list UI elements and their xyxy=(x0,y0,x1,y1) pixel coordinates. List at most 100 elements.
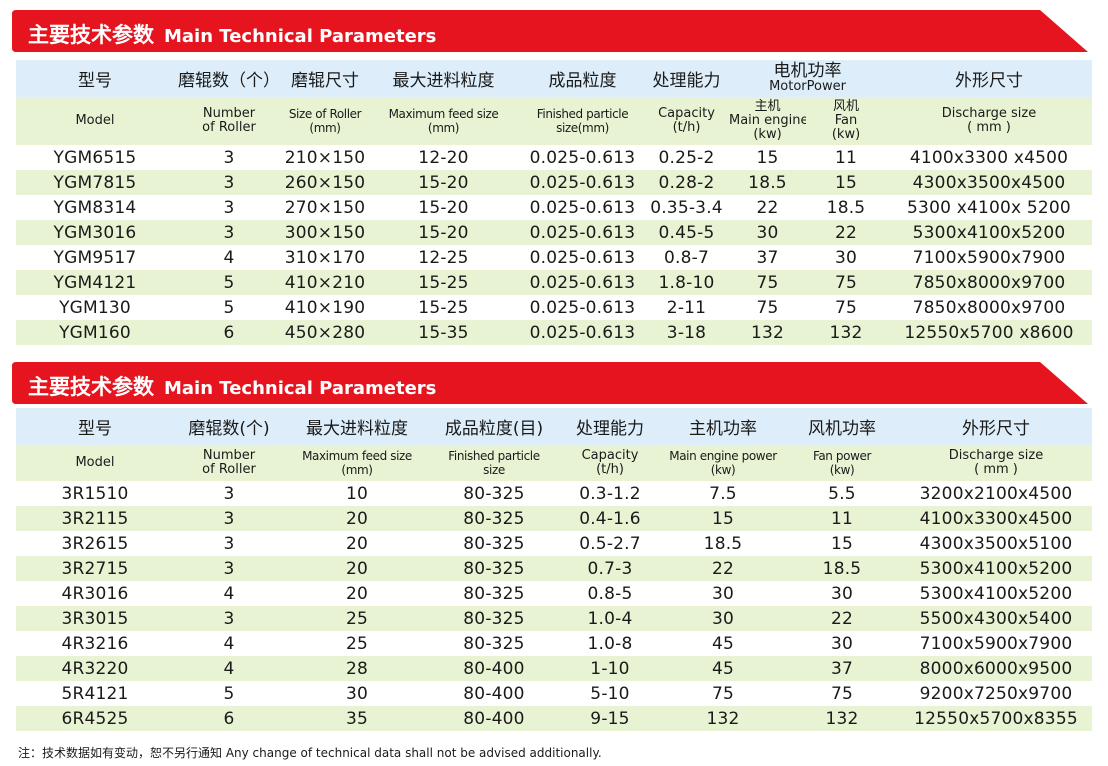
capacity-cell: 5-10 xyxy=(558,681,662,706)
header-discharge-zh: 外形尺寸 xyxy=(900,408,1092,445)
capacity-cell: 0.4-1.6 xyxy=(558,506,662,531)
finished-size-cell: 80-400 xyxy=(430,656,558,681)
capacity-cell: 1-10 xyxy=(558,656,662,681)
main-engine-cell: 22 xyxy=(729,195,806,220)
table1-section: 主要技术参数 Main Technical Parameters 型号 磨辊数（个… xyxy=(0,10,1108,345)
fan-cell: 15 xyxy=(806,170,886,195)
table-row: YGM6515 3 210×150 12-20 0.025-0.613 0.25-2 15 1… xyxy=(16,145,1092,170)
roller-size-cell: 410×190 xyxy=(284,295,366,320)
banner-shape-icon xyxy=(12,362,1088,404)
header-main-engine-en: 主机 Main engine (kw) xyxy=(729,97,806,145)
table-row: 3R2115 3 20 80-325 0.4-1.6 15 11 4100x3300x4500 xyxy=(16,506,1092,531)
rollers-cell: 5 xyxy=(174,295,284,320)
discharge-size-cell: 7850x8000x9700 xyxy=(886,270,1092,295)
fan-power-cell: 18.5 xyxy=(784,556,900,581)
rollers-cell: 6 xyxy=(174,706,284,731)
discharge-size-cell: 9200x7250x9700 xyxy=(900,681,1092,706)
finished-size-cell: 80-400 xyxy=(430,706,558,731)
table2-header-en-row: Model Number of Roller Maximum feed size(… xyxy=(16,445,1092,481)
finished-size-cell: 0.025-0.613 xyxy=(521,195,644,220)
capacity-cell: 1.0-4 xyxy=(558,606,662,631)
table-row: 4R3216 4 25 80-325 1.0-8 45 30 7100x5900x7900 xyxy=(16,631,1092,656)
roller-size-cell: 410×210 xyxy=(284,270,366,295)
roller-size-cell: 270×150 xyxy=(284,195,366,220)
header-capacity-zh: 处理能力 xyxy=(644,60,729,97)
table-row: YGM4121 5 410×210 15-25 0.025-0.613 1.8-10 75 7… xyxy=(16,270,1092,295)
main-power-cell: 30 xyxy=(662,581,784,606)
table-row: 4R3220 4 28 80-400 1-10 45 37 8000x6000x9500 xyxy=(16,656,1092,681)
finished-size-cell: 0.025-0.613 xyxy=(521,245,644,270)
table-row: YGM160 6 450×280 15-35 0.025-0.613 3-18 132 132… xyxy=(16,320,1092,345)
roller-size-cell: 260×150 xyxy=(284,170,366,195)
feed-size-cell: 10 xyxy=(284,481,430,506)
main-power-cell: 22 xyxy=(662,556,784,581)
table1-header-en-row: Model Number of Roller Size of Roller (mm)… xyxy=(16,97,1092,145)
rollers-cell: 3 xyxy=(174,145,284,170)
model-cell: 5R4121 xyxy=(16,681,174,706)
rollers-cell: 5 xyxy=(174,270,284,295)
motor-power-zh: 电机功率 xyxy=(773,61,842,81)
discharge-size-cell: 5300 x4100x 5200 xyxy=(886,195,1092,220)
discharge-size-cell: 7100x5900x7900 xyxy=(900,631,1092,656)
table2-title: 主要技术参数 Main Technical Parameters xyxy=(28,371,436,401)
header-main-power-en: Main engine power (kw) xyxy=(662,445,784,481)
model-cell: YGM3016 xyxy=(16,220,174,245)
table-row: 3R2715 3 20 80-325 0.7-3 22 18.5 5300x4100x5200 xyxy=(16,556,1092,581)
table-row: YGM9517 4 310×170 12-25 0.025-0.613 0.8-7 37 30… xyxy=(16,245,1092,270)
capacity-cell: 0.8-5 xyxy=(558,581,662,606)
finished-size-cell: 80-325 xyxy=(430,531,558,556)
rollers-cell: 3 xyxy=(174,220,284,245)
capacity-cell: 2-11 xyxy=(644,295,729,320)
main-power-cell: 30 xyxy=(662,606,784,631)
header-discharge-en: Discharge size( mm ) xyxy=(886,97,1092,145)
rollers-cell: 5 xyxy=(174,681,284,706)
capacity-cell: 0.25-2 xyxy=(644,145,729,170)
header-rollers-zh: 磨辊数（个） xyxy=(174,60,284,97)
feed-size-cell: 25 xyxy=(284,606,430,631)
capacity-cell: 1.8-10 xyxy=(644,270,729,295)
table-row: 3R3015 3 25 80-325 1.0-4 30 22 5500x4300x5400 xyxy=(16,606,1092,631)
finished-size-cell: 80-400 xyxy=(430,681,558,706)
footnote: 注：技术数据如有变动，恕不另行通知 Any change of technica… xyxy=(18,746,602,760)
motor-power-en: MotorPower xyxy=(769,79,846,94)
fan-cell: 132 xyxy=(806,320,886,345)
table1-header-zh-row: 型号 磨辊数（个） 磨辊尺寸 最大进料粒度 成品粒度 处理能力 电机功率 Mot… xyxy=(16,60,1092,97)
table-row: 3R2615 3 20 80-325 0.5-2.7 18.5 15 4300x3500x51… xyxy=(16,531,1092,556)
discharge-size-cell: 5300x4100x5200 xyxy=(900,556,1092,581)
model-cell: 3R1510 xyxy=(16,481,174,506)
discharge-size-cell: 4300x3500x5100 xyxy=(900,531,1092,556)
header-roller-size-en: Size of Roller (mm) xyxy=(284,97,366,145)
discharge-size-cell: 4300x3500x4500 xyxy=(886,170,1092,195)
table1-body: YGM6515 3 210×150 12-20 0.025-0.613 0.25-2 15 1… xyxy=(16,145,1092,345)
finished-size-cell: 0.025-0.613 xyxy=(521,170,644,195)
fan-cell: 75 xyxy=(806,295,886,320)
model-cell: 3R2615 xyxy=(16,531,174,556)
table2-section: 主要技术参数 Main Technical Parameters 型号 磨辊数(个… xyxy=(0,362,1108,731)
feed-size-cell: 12-20 xyxy=(366,145,521,170)
header-model-zh: 型号 xyxy=(16,408,174,445)
feed-size-cell: 15-20 xyxy=(366,195,521,220)
fan-power-cell: 11 xyxy=(784,506,900,531)
table2-title-en: Main Technical Parameters xyxy=(164,378,437,399)
table-row: 3R1510 3 10 80-325 0.3-1.2 7.5 5.5 3200x2100x45… xyxy=(16,481,1092,506)
capacity-cell: 0.5-2.7 xyxy=(558,531,662,556)
header-discharge-en: Discharge size( mm ) xyxy=(900,445,1092,481)
rollers-cell: 3 xyxy=(174,481,284,506)
table-row: 6R4525 6 35 80-400 9-15 132 132 12550x5700x8355 xyxy=(16,706,1092,731)
header-capacity-en: Capacity (t/h) xyxy=(644,97,729,145)
model-cell: YGM7815 xyxy=(16,170,174,195)
finished-size-cell: 80-325 xyxy=(430,606,558,631)
capacity-cell: 0.45-5 xyxy=(644,220,729,245)
fan-cell: 30 xyxy=(806,245,886,270)
main-power-cell: 15 xyxy=(662,506,784,531)
feed-size-cell: 15-25 xyxy=(366,270,521,295)
feed-size-cell: 15-25 xyxy=(366,295,521,320)
main-engine-cell: 37 xyxy=(729,245,806,270)
model-cell: 3R2715 xyxy=(16,556,174,581)
finished-size-cell: 80-325 xyxy=(430,581,558,606)
feed-size-cell: 20 xyxy=(284,581,430,606)
feed-size-cell: 30 xyxy=(284,681,430,706)
main-engine-cell: 75 xyxy=(729,295,806,320)
fan-power-cell: 5.5 xyxy=(784,481,900,506)
model-cell: 4R3216 xyxy=(16,631,174,656)
